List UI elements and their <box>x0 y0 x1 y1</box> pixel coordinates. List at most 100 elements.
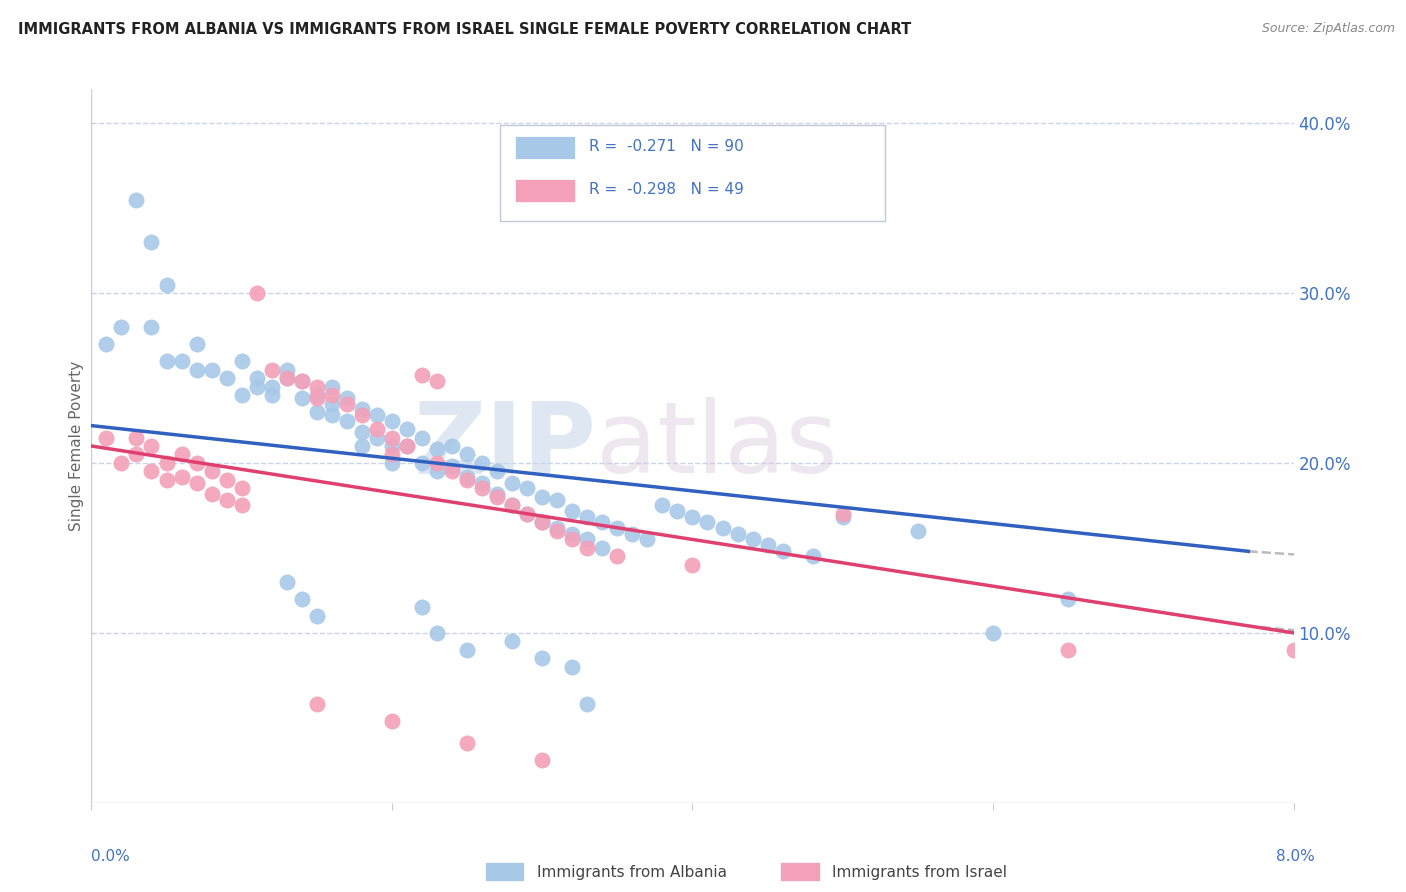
Point <box>546 524 568 538</box>
Point <box>246 371 269 385</box>
Point <box>772 544 794 558</box>
Point <box>201 465 224 479</box>
Point <box>246 286 269 301</box>
Point <box>531 490 554 504</box>
Point <box>321 396 343 410</box>
Point <box>305 388 328 402</box>
Point <box>411 600 433 615</box>
Point <box>561 533 583 547</box>
Point <box>366 422 388 436</box>
Point <box>305 608 328 623</box>
Point <box>276 371 298 385</box>
Point <box>561 660 583 674</box>
Point <box>651 499 673 513</box>
Point <box>350 401 373 416</box>
Point <box>546 520 568 534</box>
Text: R =  -0.271   N = 90: R = -0.271 N = 90 <box>589 139 744 153</box>
Point <box>831 510 853 524</box>
Point <box>395 422 418 436</box>
Point <box>201 486 224 500</box>
Text: Immigrants from Albania: Immigrants from Albania <box>537 865 727 880</box>
Point <box>155 277 177 292</box>
Point <box>305 698 328 712</box>
Point <box>1057 643 1080 657</box>
Point <box>336 392 359 406</box>
Point <box>201 362 224 376</box>
Point <box>381 413 404 427</box>
Point <box>276 362 298 376</box>
Text: atlas: atlas <box>596 398 838 494</box>
Point <box>291 591 314 606</box>
Point <box>471 482 494 496</box>
Text: IMMIGRANTS FROM ALBANIA VS IMMIGRANTS FROM ISRAEL SINGLE FEMALE POVERTY CORRELAT: IMMIGRANTS FROM ALBANIA VS IMMIGRANTS FR… <box>18 22 911 37</box>
Point <box>321 379 343 393</box>
Point <box>246 379 269 393</box>
Point <box>350 439 373 453</box>
Point <box>681 558 703 572</box>
Point <box>305 379 328 393</box>
Point <box>486 486 509 500</box>
Point <box>531 651 554 665</box>
Point <box>260 388 283 402</box>
Point <box>411 430 433 444</box>
Point <box>155 456 177 470</box>
Point <box>531 753 554 767</box>
Text: Immigrants from Israel: Immigrants from Israel <box>832 865 1007 880</box>
Point <box>486 465 509 479</box>
Point <box>141 439 163 453</box>
Point <box>456 473 478 487</box>
Point <box>1282 643 1305 657</box>
Point <box>576 698 599 712</box>
Point <box>186 362 208 376</box>
Y-axis label: Single Female Poverty: Single Female Poverty <box>69 361 84 531</box>
Point <box>516 507 538 521</box>
Point <box>1057 591 1080 606</box>
Point <box>381 430 404 444</box>
Point <box>591 541 613 555</box>
Point <box>801 549 824 564</box>
Text: ZIP: ZIP <box>413 398 596 494</box>
Point <box>125 430 148 444</box>
Point <box>141 320 163 334</box>
Point <box>621 527 644 541</box>
Point <box>576 510 599 524</box>
Point <box>291 375 314 389</box>
Point <box>561 503 583 517</box>
Point <box>501 634 523 648</box>
Point <box>456 469 478 483</box>
Point <box>426 442 449 457</box>
Point <box>471 476 494 491</box>
Point <box>381 439 404 453</box>
Point <box>456 448 478 462</box>
Point <box>501 499 523 513</box>
Bar <box>515 179 575 202</box>
Point <box>336 396 359 410</box>
Point <box>546 493 568 508</box>
Point <box>486 490 509 504</box>
Point <box>276 371 298 385</box>
Point <box>531 516 554 530</box>
Point <box>96 430 118 444</box>
Point <box>125 448 148 462</box>
Point <box>350 425 373 440</box>
Point <box>321 388 343 402</box>
Point <box>276 574 298 589</box>
Point <box>231 482 253 496</box>
Point <box>456 736 478 750</box>
Point <box>561 527 583 541</box>
Point <box>711 520 734 534</box>
Point <box>831 507 853 521</box>
Point <box>426 456 449 470</box>
Point <box>636 533 658 547</box>
Text: Source: ZipAtlas.com: Source: ZipAtlas.com <box>1261 22 1395 36</box>
Point <box>215 473 238 487</box>
Point <box>576 533 599 547</box>
Point <box>231 354 253 368</box>
Point <box>606 549 628 564</box>
Point <box>907 524 929 538</box>
Point <box>366 409 388 423</box>
Point <box>727 527 749 541</box>
Point <box>426 375 449 389</box>
Point <box>186 337 208 351</box>
Point <box>96 337 118 351</box>
